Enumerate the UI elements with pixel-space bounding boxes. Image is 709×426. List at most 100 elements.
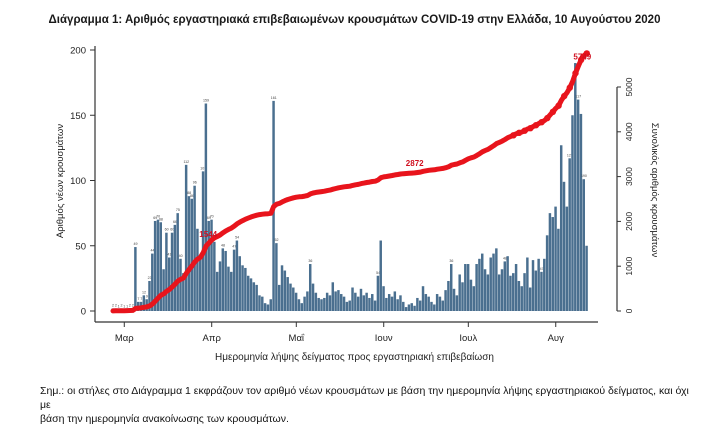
cumulative-point xyxy=(510,132,517,139)
bar xyxy=(554,206,557,311)
bar xyxy=(244,267,247,311)
bar xyxy=(269,299,272,311)
bar xyxy=(179,258,182,311)
bar xyxy=(514,264,518,311)
bar-label: 36 xyxy=(308,259,312,263)
bar-label: 60 xyxy=(170,228,174,232)
bar xyxy=(489,257,492,311)
bar xyxy=(565,206,569,311)
bar-label: 75 xyxy=(176,208,180,212)
cumulative-point xyxy=(549,108,557,116)
bar-label: 66 xyxy=(173,220,177,224)
chart-title: Διάγραμμα 1: Αριθμός εργαστηριακά επιβεβ… xyxy=(48,14,661,26)
bar xyxy=(218,261,222,311)
bar xyxy=(475,264,478,311)
y2-tick-label: 2000 xyxy=(624,212,634,231)
bar xyxy=(427,296,430,311)
bar-label: 48 xyxy=(221,243,225,247)
bar xyxy=(221,248,225,311)
bar xyxy=(483,269,487,311)
bar xyxy=(142,295,146,311)
bar-label: 88 xyxy=(187,191,191,195)
bar xyxy=(187,196,191,311)
bar xyxy=(526,257,529,311)
bar xyxy=(215,271,219,311)
bar xyxy=(263,303,267,311)
bar-label: 49 xyxy=(134,242,138,246)
cumulative-point xyxy=(527,125,534,132)
bar xyxy=(545,235,549,311)
bar xyxy=(534,270,538,311)
bar xyxy=(444,290,447,311)
bar xyxy=(165,232,168,311)
bar xyxy=(213,241,216,311)
bar xyxy=(283,270,287,311)
bar-label: 47 xyxy=(540,267,544,271)
bar xyxy=(402,301,405,311)
bar-label: 54 xyxy=(376,271,380,275)
bar xyxy=(359,288,363,311)
bar xyxy=(559,145,563,311)
bar xyxy=(557,228,560,311)
bar xyxy=(579,113,583,311)
bar xyxy=(495,248,498,311)
bar xyxy=(325,292,329,311)
bar xyxy=(486,274,490,311)
bar xyxy=(340,294,343,311)
cumulative-point xyxy=(521,127,528,134)
bar xyxy=(151,253,154,311)
bar xyxy=(294,292,298,311)
bar xyxy=(509,275,512,311)
bar xyxy=(328,295,332,311)
bar xyxy=(551,217,554,311)
bar xyxy=(571,115,574,311)
x-tick-label: Ιουλ xyxy=(459,333,477,344)
bar xyxy=(275,243,278,311)
bar-label: 7 xyxy=(140,297,142,301)
bar xyxy=(500,269,504,311)
bar xyxy=(523,273,526,311)
y-tick-label: 50 xyxy=(75,241,86,252)
x-tick-label: Μαΐ xyxy=(289,333,305,344)
bar xyxy=(382,286,385,311)
bar-label: 1 xyxy=(118,305,120,309)
bar xyxy=(204,103,208,311)
bar xyxy=(173,224,177,311)
bar xyxy=(387,294,391,311)
bar xyxy=(300,303,303,311)
bar xyxy=(201,171,205,311)
bar xyxy=(156,219,160,311)
y-tick-label: 0 xyxy=(81,307,86,318)
bar-label: 12 xyxy=(142,290,146,294)
bar xyxy=(543,258,546,311)
cumulative-point xyxy=(561,92,568,100)
bar xyxy=(252,282,256,311)
x-tick-label: Ιουν xyxy=(375,333,393,344)
bar-label: 47 xyxy=(232,245,236,249)
bar xyxy=(492,253,495,311)
bar-label: 69 xyxy=(207,216,211,220)
bar xyxy=(241,265,244,311)
cumulative-point xyxy=(515,129,523,136)
bar-label: 86 xyxy=(190,194,194,198)
bar xyxy=(159,222,162,311)
bar xyxy=(224,250,227,311)
cumulative-point xyxy=(577,56,585,64)
bar-label: 1 xyxy=(126,305,128,309)
bar xyxy=(286,277,289,311)
y2-tick-label: 4000 xyxy=(624,122,634,141)
bar xyxy=(585,245,588,311)
cumulative-point xyxy=(544,114,551,122)
bar xyxy=(320,299,323,311)
y2-axis-label: Συνολικός αριθμός κρουσμάτων xyxy=(649,123,660,258)
bar xyxy=(176,213,179,312)
cumulative-annotation: 5749 xyxy=(573,52,591,61)
bar xyxy=(466,264,470,311)
bar xyxy=(232,249,236,311)
bar xyxy=(371,294,374,311)
bar xyxy=(246,275,250,311)
bar-label: 2 xyxy=(132,303,134,307)
bar xyxy=(421,286,425,311)
cumulative-line-group: 1544 2872 5749 xyxy=(110,50,592,314)
bar xyxy=(354,292,357,311)
